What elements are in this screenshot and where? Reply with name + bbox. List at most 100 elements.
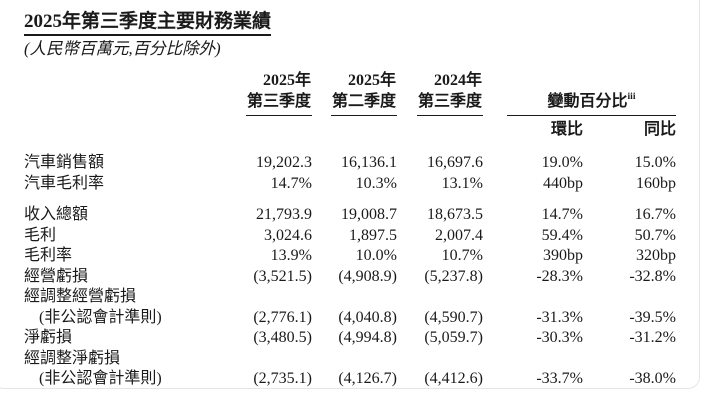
cell-value: 440bp (543, 174, 583, 192)
col-header-q2-2025-year: 2025年 (347, 72, 396, 89)
row-label: 淨虧損 (24, 329, 73, 346)
cell-value: 16,136.1 (341, 154, 397, 171)
cell-value: (5,237.8) (424, 267, 483, 285)
cell-value: 19.0% (541, 154, 583, 171)
table-row-vehicle-margin: 汽車毛利率 14.7% 10.3% 13.1% 440bp 160bp (24, 174, 676, 195)
page-title: 2025年第三季度主要財務業績 (24, 10, 684, 36)
cell-value: 160bp (636, 174, 676, 192)
cell-value: (4,994.8) (338, 329, 397, 346)
cell-value: 16.7% (634, 206, 676, 223)
cell-value (583, 349, 676, 370)
cell-value: (4,412.6) (424, 370, 483, 387)
cell-value: 59.4% (541, 226, 583, 244)
cell-value: 3,024.6 (264, 226, 312, 244)
row-label: 毛利 (24, 226, 57, 244)
cell-value: 390bp (543, 247, 583, 264)
col-header-q3-2025-quarter: 第三季度 (246, 93, 311, 110)
col-header-q2-2025-quarter: 第二季度 (331, 93, 396, 110)
cell-value: -30.3% (536, 329, 583, 346)
cell-value: 13.1% (441, 174, 483, 192)
cell-value: -32.8% (629, 267, 676, 285)
cell-value: (4,040.8) (338, 308, 397, 326)
table-row-vehicle-sales: 汽車銷售額 19,202.3 16,136.1 16,697.6 19.0% 1… (24, 140, 676, 174)
cell-value: (4,590.7) (424, 308, 483, 326)
cell-value (214, 287, 312, 308)
cell-value: 2,007.4 (435, 226, 483, 244)
table-row-gross-profit: 毛利 3,024.6 1,897.5 2,007.4 59.4% 50.7% (24, 226, 676, 247)
col-header-qoq: 環比 (550, 121, 583, 138)
report-content: 2025年第三季度主要財務業績 (人民幣百萬元,百分比除外) 2025年第三季度… (24, 10, 684, 390)
cell-value: 19,008.7 (341, 206, 397, 223)
table-row-gross-margin: 毛利率 13.9% 10.0% 10.7% 390bp 320bp (24, 246, 676, 267)
cell-value: 15.0% (634, 154, 676, 171)
header-cell-empty (24, 70, 214, 116)
cell-value: -31.3% (536, 308, 583, 326)
cell-value: (4,908.9) (338, 267, 397, 285)
cell-value: 1,897.5 (349, 226, 397, 244)
cell-value: -39.5% (629, 308, 676, 326)
col-header-q3-2025-year: 2025年 (262, 72, 311, 89)
col-header-q3-2024-quarter: 第三季度 (417, 93, 482, 110)
cell-value: (5,059.7) (424, 329, 483, 346)
col-header-q3-2024: 2024年第三季度 (397, 70, 483, 116)
row-label: 毛利率 (24, 247, 73, 264)
row-label: (非公認會計準則) (39, 370, 162, 387)
col-header-q2-2025: 2025年第二季度 (312, 70, 397, 116)
col-header-yoy: 同比 (643, 121, 676, 138)
col-header-change-pct: 變動百分比iii (483, 70, 676, 116)
row-label: 經調整經營虧損 (24, 288, 137, 305)
table-row-total-revenue: 收入總額 21,793.9 19,008.7 18,673.5 14.7% 16… (24, 194, 676, 226)
cell-value: -33.7% (536, 370, 583, 387)
table-row-adj-net-loss-label: 經調整淨虧損 (24, 349, 676, 370)
cell-value: -31.2% (629, 329, 676, 346)
row-label: 汽車銷售額 (24, 154, 105, 171)
cell-value: (2,735.1) (253, 370, 312, 387)
header-row-quarters: 2025年第三季度 2025年第二季度 2024年第三季度 變動百分比iii (24, 70, 676, 116)
cell-value: 16,697.6 (427, 154, 483, 171)
cell-value (483, 287, 583, 308)
cell-value (312, 287, 397, 308)
units-note: (人民幣百萬元,百分比除外) (24, 39, 221, 58)
cell-value (483, 349, 583, 370)
cell-value: -38.0% (629, 370, 676, 387)
row-label: 經調整淨虧損 (24, 349, 121, 367)
header-row-change-sub: 環比 同比 (24, 116, 676, 140)
cell-value: 18,673.5 (427, 206, 483, 223)
table-row-operating-loss: 經營虧損 (3,521.5) (4,908.9) (5,237.8) -28.3… (24, 267, 676, 288)
cell-value: 320bp (636, 247, 676, 264)
cell-value (312, 349, 397, 370)
financial-table: 2025年第三季度 2025年第二季度 2024年第三季度 變動百分比iii 環… (24, 70, 676, 390)
cell-value: (2,776.1) (253, 308, 312, 326)
row-label: 收入總額 (24, 206, 89, 223)
cell-value: 10.7% (441, 247, 483, 264)
col-header-q3-2024-year: 2024年 (433, 72, 482, 89)
cell-value: 50.7% (634, 226, 676, 244)
cell-value (397, 287, 483, 308)
cell-value: (3,480.5) (253, 329, 312, 346)
cell-value: 14.7% (270, 174, 312, 192)
footnote-marker: iii (627, 91, 636, 102)
cell-value (583, 287, 676, 308)
col-header-q3-2025: 2025年第三季度 (214, 70, 312, 116)
cell-value: 13.9% (270, 247, 312, 264)
change-pct-label: 變動百分比 (547, 93, 628, 110)
cell-value: 19,202.3 (256, 154, 312, 171)
table-row-adj-operating-loss-values: (非公認會計準則) (2,776.1) (4,040.8) (4,590.7) … (24, 308, 676, 329)
cell-value (214, 349, 312, 370)
cell-value: 10.0% (355, 247, 397, 264)
cell-value (397, 349, 483, 370)
page-title-text: 2025年第三季度主要財務業績 (24, 10, 272, 36)
row-label: (非公認會計準則) (39, 308, 162, 326)
cell-value: 21,793.9 (256, 206, 312, 223)
row-label: 汽車毛利率 (24, 174, 105, 192)
cell-value: (4,126.7) (338, 370, 397, 387)
table-row-adj-operating-loss-label: 經調整經營虧損 (24, 287, 676, 308)
cell-value: (3,521.5) (253, 267, 312, 285)
row-label: 經營虧損 (24, 267, 89, 285)
cell-value: 14.7% (541, 206, 583, 223)
table-row-adj-net-loss-values: (非公認會計準則) (2,735.1) (4,126.7) (4,412.6) … (24, 369, 676, 390)
cell-value: 10.3% (355, 174, 397, 192)
table-row-net-loss: 淨虧損 (3,480.5) (4,994.8) (5,059.7) -30.3%… (24, 328, 676, 349)
cell-value: -28.3% (536, 267, 583, 285)
